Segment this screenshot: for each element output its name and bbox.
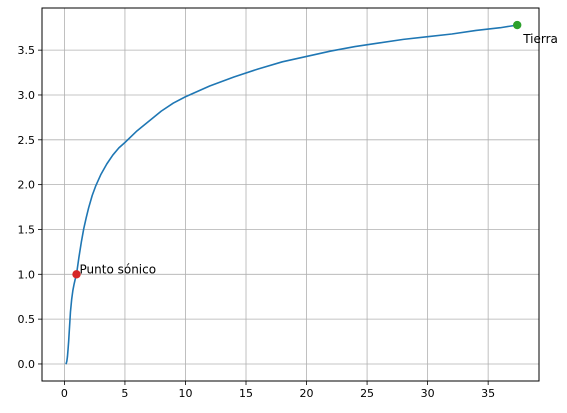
y-tick-label: 0.5 <box>18 313 36 326</box>
plot-frame <box>41 7 540 382</box>
annotation-label: Tierra <box>522 32 558 46</box>
annotations: Punto sónico Tierra <box>80 32 558 276</box>
data-point <box>72 270 81 279</box>
y-tick-label: 0.0 <box>18 358 36 371</box>
annotation-label: Punto sónico <box>80 262 157 276</box>
y-tick-label: 3.5 <box>18 44 36 57</box>
y-tick-label: 3.0 <box>18 89 36 102</box>
points-layer <box>72 20 522 279</box>
y-tick-label: 1.5 <box>18 223 36 236</box>
curve-layer <box>65 24 518 365</box>
axis-ticks: 0 5 10 15 20 25 30 35 0.0 0.5 1.0 1.5 2.0 2.5 3.0 3.5 <box>18 44 496 400</box>
x-tick-label: 10 <box>178 387 192 400</box>
x-tick-label: 25 <box>360 387 374 400</box>
y-tick-label: 2.5 <box>18 134 36 147</box>
x-tick-label: 30 <box>421 387 435 400</box>
x-tick-label: 20 <box>300 387 314 400</box>
series-line <box>65 24 518 365</box>
grid <box>42 8 539 381</box>
y-tick-label: 1.0 <box>18 268 36 281</box>
data-point <box>513 20 522 30</box>
x-tick-label: 35 <box>481 387 495 400</box>
x-tick-label: 15 <box>239 387 253 400</box>
x-tick-label: 0 <box>61 387 68 400</box>
y-tick-label: 2.0 <box>18 179 36 192</box>
x-tick-label: 5 <box>121 387 128 400</box>
